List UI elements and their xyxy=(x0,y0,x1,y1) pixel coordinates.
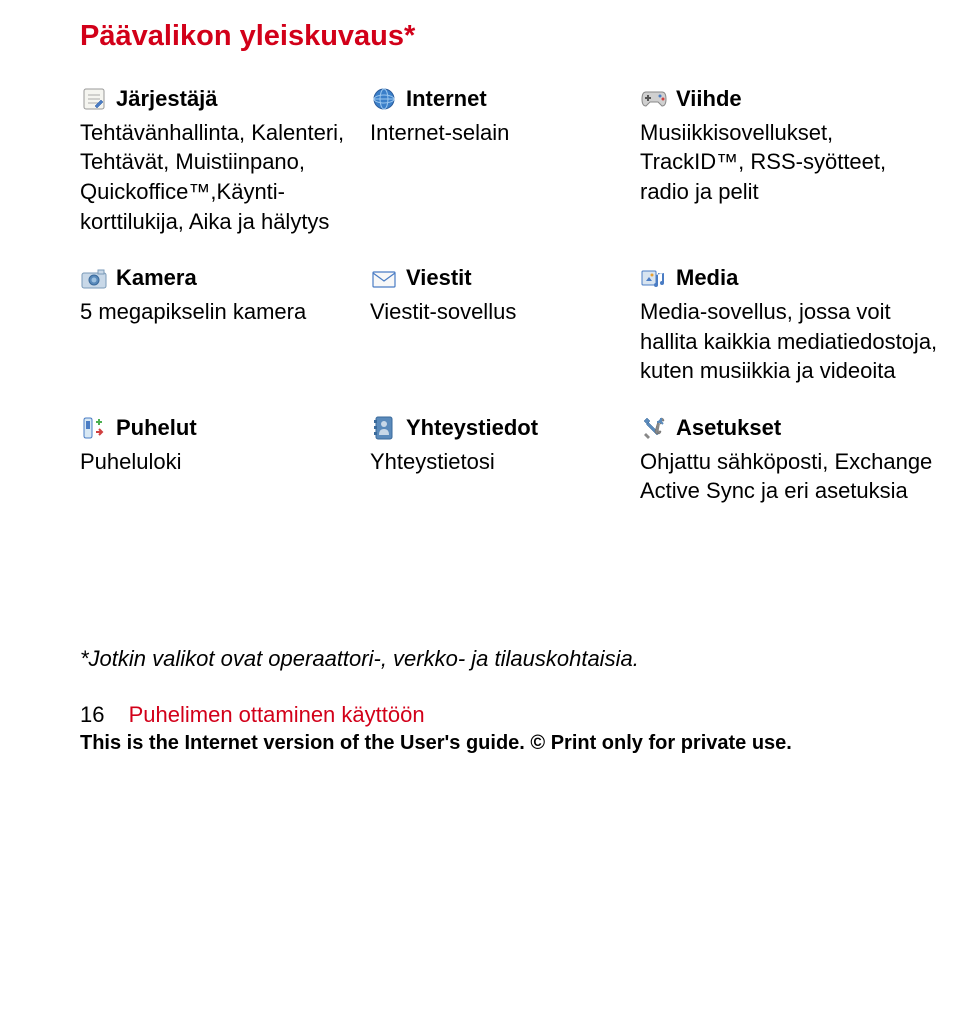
messages-body: Viestit-sovellus xyxy=(370,297,630,327)
cell-settings: Asetukset Ohjattu sähköposti, Exchange A… xyxy=(640,414,940,506)
gamepad-icon xyxy=(640,85,668,113)
organizer-icon xyxy=(80,85,108,113)
internet-title: Internet xyxy=(406,85,487,114)
footer-section-title: Puhelimen ottaminen käyttöön xyxy=(129,702,425,727)
media-body: Media-sovellus, jossa voit hallita kaikk… xyxy=(640,297,940,386)
cell-media: Media Media-sovellus, jossa voit hallita… xyxy=(640,264,940,386)
cell-entertainment: Viihde Musiikkisovellukset, TrackID™, RS… xyxy=(640,85,940,236)
contacts-icon xyxy=(370,414,398,442)
organizer-title: Järjestäjä xyxy=(116,85,218,114)
calls-body: Puheluloki xyxy=(80,447,360,477)
cell-internet: Internet Internet-selain xyxy=(370,85,630,236)
menu-grid: Järjestäjä Tehtävänhallinta, Kalenteri, … xyxy=(80,85,900,506)
calls-icon xyxy=(80,414,108,442)
cell-organizer: Järjestäjä Tehtävänhallinta, Kalenteri, … xyxy=(80,85,360,236)
organizer-body: Tehtävänhallinta, Kalenteri, Tehtävät, M… xyxy=(80,118,360,237)
media-title: Media xyxy=(676,264,738,293)
settings-title: Asetukset xyxy=(676,414,781,443)
cell-calls: Puhelut Puheluloki xyxy=(80,414,360,506)
entertainment-title: Viihde xyxy=(676,85,742,114)
cell-camera: Kamera 5 megapikselin kamera xyxy=(80,264,360,386)
page-title: Päävalikon yleiskuvaus* xyxy=(80,20,900,53)
camera-body: 5 megapikselin kamera xyxy=(80,297,360,327)
globe-icon xyxy=(370,85,398,113)
contacts-body: Yhteystietosi xyxy=(370,447,630,477)
settings-body: Ohjattu sähköposti, Exchange Active Sync… xyxy=(640,447,940,506)
contacts-title: Yhteystiedot xyxy=(406,414,538,443)
tools-icon xyxy=(640,414,668,442)
camera-icon xyxy=(80,265,108,293)
camera-title: Kamera xyxy=(116,264,197,293)
calls-title: Puhelut xyxy=(116,414,197,443)
entertainment-body: Musiikkisovellukset, TrackID™, RSS-syött… xyxy=(640,118,940,207)
page-number: 16 xyxy=(80,702,104,727)
messages-title: Viestit xyxy=(406,264,472,293)
footer-copyright: This is the Internet version of the User… xyxy=(80,732,900,755)
media-icon xyxy=(640,265,668,293)
footer: 16 Puhelimen ottaminen käyttöön This is … xyxy=(80,702,900,755)
cell-messages: Viestit Viestit-sovellus xyxy=(370,264,630,386)
cell-contacts: Yhteystiedot Yhteystietosi xyxy=(370,414,630,506)
footnote: *Jotkin valikot ovat operaattori-, verkk… xyxy=(80,646,900,672)
envelope-icon xyxy=(370,265,398,293)
internet-body: Internet-selain xyxy=(370,118,630,148)
